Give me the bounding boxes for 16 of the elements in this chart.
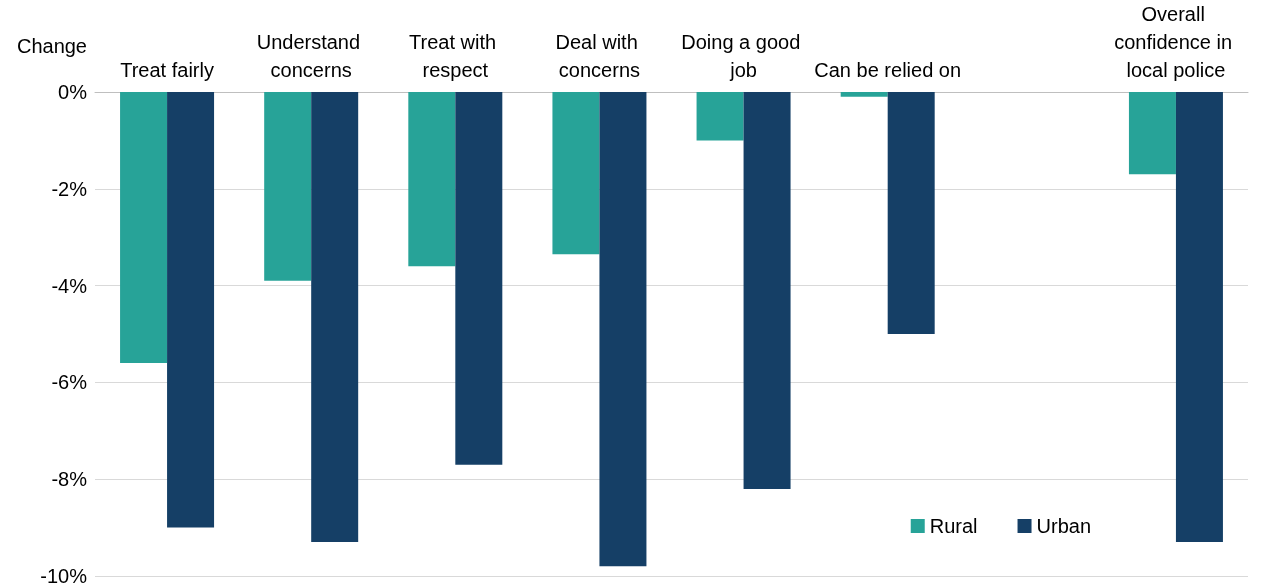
y-axis-title: Change: [16, 35, 87, 58]
y-tick-label: -10%: [40, 565, 88, 586]
y-tick-label: -2%: [51, 177, 88, 200]
x-tick-label: Understand concerns: [256, 31, 366, 81]
y-tick-label: -8%: [51, 468, 88, 491]
y-tick-label: -4%: [51, 274, 88, 297]
x-tick-label: Overall confidence in local police: [1114, 3, 1238, 81]
legend-label: Urban: [1036, 515, 1092, 537]
legend-label: Rural: [929, 515, 978, 537]
x-tick-label: Treat with respect: [409, 31, 502, 81]
x-tick-label: Doing a good job: [681, 31, 806, 81]
x-tick-label: Treat fairly: [120, 59, 214, 81]
x-tick-label: Can be relied on: [814, 59, 962, 81]
y-tick-label: 0%: [58, 81, 88, 103]
x-tick-label: Deal with concerns: [555, 31, 644, 81]
y-tick-label: -6%: [51, 371, 88, 394]
